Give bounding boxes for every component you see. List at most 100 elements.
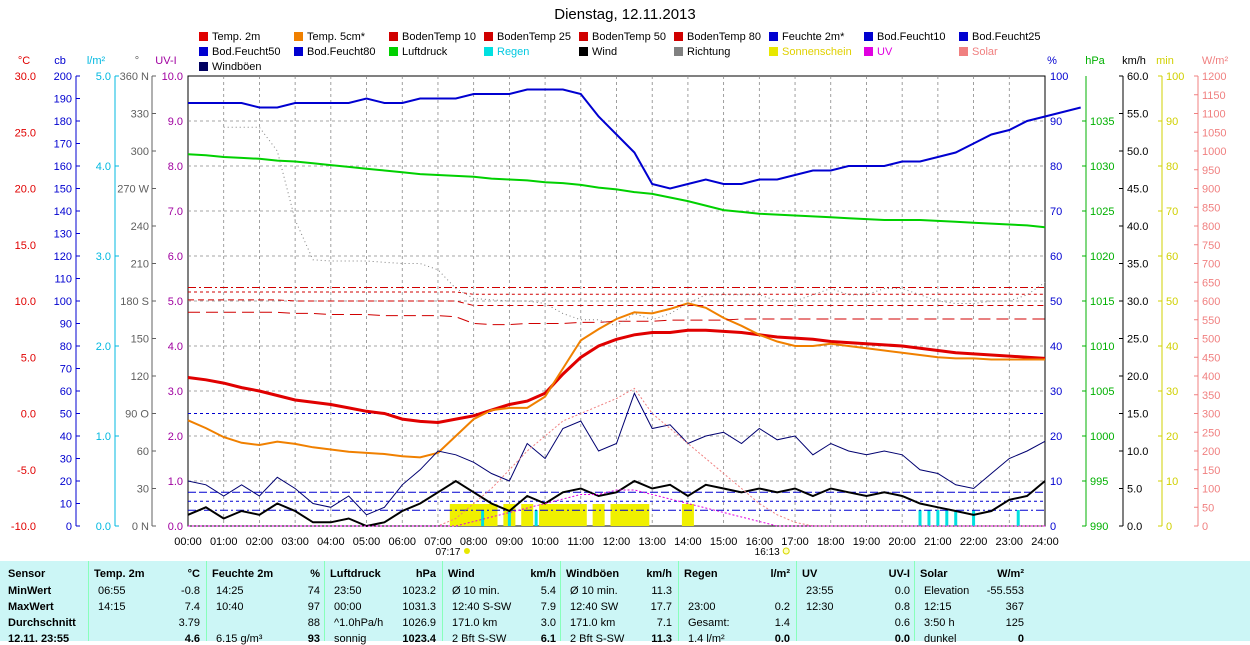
axis-unit-humidity: %	[1047, 55, 1057, 67]
y-tick-label-solar: 350	[1202, 390, 1220, 402]
x-tick-label: 12:00	[603, 536, 631, 548]
legend-swatch	[959, 32, 968, 41]
y-tick-label-uv: 9.0	[168, 116, 183, 128]
legend-label: Solar	[972, 46, 998, 58]
y-tick-label-cloud: 150	[54, 184, 72, 196]
legend-label: Richtung	[687, 46, 731, 58]
sunrise-label: 07:17	[435, 547, 460, 558]
y-tick-label-solar: 550	[1202, 315, 1220, 327]
y-tick-label-solar: 0	[1202, 521, 1208, 533]
stats-cell-value: 0	[1017, 633, 1024, 645]
stats-cell-label: 23:50	[334, 585, 362, 597]
legend-swatch	[294, 47, 303, 56]
y-tick-label-humidity: 100	[1050, 71, 1068, 83]
legend-item: Richtung	[674, 46, 730, 58]
y-tick-label-sunshine: 0	[1166, 521, 1172, 533]
y-tick-label-wind: 40.0	[1127, 221, 1148, 233]
y-tick-label-uv: 2.0	[168, 431, 183, 443]
x-tick-label: 09:00	[496, 536, 524, 548]
sunshine-bar	[521, 504, 534, 526]
stats-cell-value: 0.0	[894, 633, 910, 645]
y-tick-label-cloud: 20	[60, 476, 72, 488]
stats-cell-value: 6.1	[540, 633, 556, 645]
x-tick-label: 20:00	[888, 536, 916, 548]
y-tick-label-wind: 50.0	[1127, 146, 1148, 158]
stats-cell-value: 0.2	[774, 601, 790, 613]
chart-title: Dienstag, 12.11.2013	[554, 6, 696, 23]
legend-swatch	[959, 47, 968, 56]
stats-header-hum: Feuchte 2m	[212, 568, 274, 580]
y-tick-label-cloud: 160	[54, 161, 72, 173]
y-tick-label-pressure: 1025	[1090, 206, 1114, 218]
y-tick-label-temp: -5.0	[17, 465, 36, 477]
y-tick-label-cloud: 120	[54, 251, 72, 263]
legend-label: Bod.Feucht50	[212, 46, 281, 58]
stats-header-press: Luftdruck	[330, 568, 381, 580]
rain-mark	[936, 510, 940, 526]
stats-cell-value: 7.4	[184, 601, 200, 613]
y-tick-label-wind: 0.0	[1127, 521, 1142, 533]
y-tick-label-rain: 4.0	[96, 161, 111, 173]
y-tick-label-pressure: 1015	[1090, 296, 1114, 308]
x-tick-label: 00:00	[174, 536, 202, 548]
x-tick-label: 19:00	[853, 536, 881, 548]
y-tick-label-direction: 30	[137, 484, 149, 496]
legend-label: Bod.Feucht25	[972, 31, 1041, 43]
rain-mark	[918, 510, 922, 526]
axis-unit-wind: km/h	[1122, 55, 1146, 67]
y-tick-label-wind: 55.0	[1127, 109, 1148, 121]
y-tick-label-direction: 360 N	[120, 71, 149, 83]
stats-cell-value: -0.8	[181, 585, 200, 597]
y-tick-label-humidity: 80	[1050, 161, 1062, 173]
stats-separator	[206, 561, 207, 641]
y-tick-label-uv: 1.0	[168, 476, 183, 488]
stats-separator	[678, 561, 679, 641]
sunshine-bar	[592, 504, 605, 526]
series-line-bodentemp-50	[188, 291, 1045, 295]
y-tick-label-temp: -10.0	[11, 521, 36, 533]
y-tick-label-cloud: 50	[60, 409, 72, 421]
y-tick-label-solar: 450	[1202, 352, 1220, 364]
legend-label: BodenTemp 25	[497, 31, 571, 43]
stats-cell-label: 1.4 l/m²	[688, 633, 725, 645]
series-line-feuchte-2m-	[188, 88, 1081, 190]
y-tick-label-rain: 3.0	[96, 251, 111, 263]
y-tick-label-temp: 25.0	[15, 127, 36, 139]
y-tick-label-pressure: 1035	[1090, 116, 1114, 128]
y-tick-label-rain: 5.0	[96, 71, 111, 83]
legend-swatch	[294, 32, 303, 41]
stats-cell-label: 171.0 km	[452, 617, 498, 629]
series-line-windb-en	[187, 392, 1046, 516]
stats-cell-value: 1023.4	[402, 633, 436, 645]
axis-unit-pressure: hPa	[1085, 55, 1105, 67]
stats-cell-value: 0.0	[894, 585, 910, 597]
stats-unit-hum: %	[310, 568, 320, 580]
y-tick-label-pressure: 1000	[1090, 431, 1114, 443]
x-tick-label: 02:00	[246, 536, 274, 548]
y-tick-label-wind: 20.0	[1127, 371, 1148, 383]
stats-panel: Sensor MinWert MaxWert Durchschnitt 12.1…	[0, 561, 1250, 645]
y-tick-label-wind: 35.0	[1127, 259, 1148, 271]
y-tick-label-cloud: 200	[54, 71, 72, 83]
series-line-temp-5cm-	[187, 302, 1045, 459]
rain-mark	[481, 510, 485, 526]
stats-cell-value: 88	[307, 617, 320, 629]
y-tick-label-direction: 270 W	[117, 184, 149, 196]
y-tick-label-rain: 0.0	[96, 521, 111, 533]
sunshine-bar	[681, 504, 694, 526]
y-tick-label-humidity: 10	[1050, 476, 1062, 488]
legend-swatch	[769, 47, 778, 56]
sunset-label: 16:13	[755, 547, 780, 558]
legend-label: Bod.Feucht80	[307, 46, 376, 58]
legend-item: Bod.Feucht25	[959, 31, 1041, 43]
stats-cell-label: 23:00	[688, 601, 716, 613]
y-tick-label-wind: 25.0	[1127, 334, 1148, 346]
stats-unit-solar: W/m²	[997, 568, 1024, 580]
series-line-richtung	[223, 126, 1046, 327]
sunset-icon	[782, 547, 790, 555]
legend-label: Wind	[592, 46, 618, 58]
y-tick-label-humidity: 70	[1050, 206, 1062, 218]
y-tick-label-direction: 60	[137, 446, 149, 458]
y-tick-label-sunshine: 40	[1166, 341, 1178, 353]
y-tick-label-solar: 950	[1202, 165, 1220, 177]
